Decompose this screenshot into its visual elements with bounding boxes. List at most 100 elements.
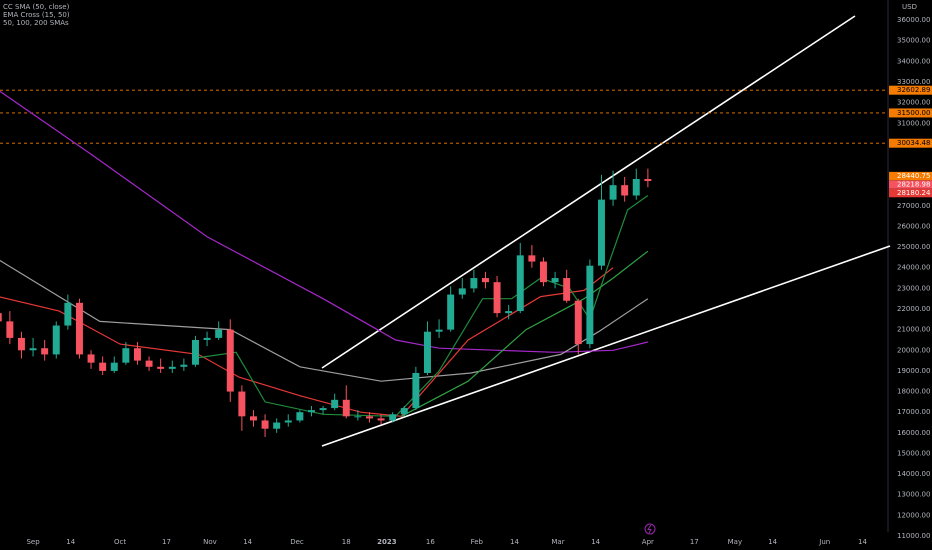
candle-body [470, 278, 478, 289]
y-tick-label: 16000.00 [897, 429, 930, 437]
candle-body [435, 329, 443, 332]
moving-average-line [401, 250, 649, 417]
candle-body [377, 418, 385, 421]
y-tick-label: 32000.00 [897, 99, 930, 107]
y-tick-label: 18000.00 [897, 388, 930, 396]
y-tick-label: 35000.00 [897, 37, 930, 45]
x-tick-label: Feb [471, 538, 484, 546]
candle-body [52, 325, 60, 355]
candle-body [157, 366, 165, 369]
candle-body [621, 185, 629, 196]
candle-body [75, 302, 83, 355]
y-tick-label: 26000.00 [897, 222, 930, 230]
candle-body [354, 416, 362, 418]
price-label-box [889, 171, 932, 181]
moving-average-line [0, 90, 649, 353]
x-tick-label: Nov [203, 538, 217, 546]
y-tick-label: 15000.00 [897, 449, 930, 457]
candle-body [365, 416, 373, 419]
y-tick-label: 25000.00 [897, 243, 930, 251]
x-tick-label: 18 [342, 538, 351, 546]
candle-body [481, 278, 489, 283]
y-tick-label: 33000.00 [897, 78, 930, 86]
level-label-box [889, 108, 932, 118]
candle-body [505, 311, 513, 314]
candle-body [249, 416, 257, 421]
price-label-box [889, 180, 932, 189]
candle-body [586, 265, 594, 345]
y-tick-label: 23000.00 [897, 284, 930, 292]
currency-label: USD [902, 3, 917, 11]
x-tick-label: 14 [591, 538, 600, 546]
x-tick-label: 14 [768, 538, 777, 546]
candle-body [423, 331, 431, 373]
candle-body [6, 321, 14, 338]
candle-body [87, 354, 95, 363]
candle-body [609, 185, 617, 200]
candle-body [551, 278, 559, 283]
candle-body [574, 300, 582, 345]
candle-body [17, 337, 25, 351]
moving-average-line [0, 259, 649, 382]
y-tick-label: 27000.00 [897, 202, 930, 210]
candle-body [563, 278, 571, 301]
x-tick-label: Sep [26, 538, 40, 546]
candle-body [528, 255, 536, 262]
x-tick-label: Dec [290, 538, 304, 546]
y-tick-label: 22000.00 [897, 305, 930, 313]
candle-body [191, 339, 199, 365]
x-tick-label: 17 [690, 538, 699, 546]
x-tick-label: May [728, 538, 742, 546]
price-label: 28218.98 [897, 181, 930, 189]
candle-body [307, 410, 315, 413]
y-tick-label: 11000.00 [897, 532, 930, 540]
level-label: 30034.48 [897, 139, 930, 147]
y-tick-label: 24000.00 [897, 264, 930, 272]
event-icon[interactable] [644, 523, 656, 535]
candle-body [400, 408, 408, 415]
x-tick-label: 14 [66, 538, 75, 546]
candle-body [122, 348, 130, 363]
price-label: 28440.75 [897, 172, 930, 180]
level-label-box [889, 138, 932, 148]
level-label-box [889, 85, 932, 95]
candle-body [180, 364, 188, 367]
x-tick-label: Jun [818, 538, 830, 546]
event-icon-glyph [647, 524, 652, 534]
x-tick-label: 17 [162, 538, 171, 546]
candle-body [64, 302, 72, 326]
price-label: 28180.24 [897, 189, 931, 197]
x-tick-label: 14 [858, 538, 867, 546]
candle-body [458, 288, 466, 295]
x-tick-label: 16 [426, 538, 435, 546]
y-tick-label: 17000.00 [897, 408, 930, 416]
candle-body [168, 366, 176, 369]
candle-body [215, 329, 223, 338]
y-tick-label: 20000.00 [897, 346, 930, 354]
x-tick-label: Apr [642, 538, 654, 546]
y-tick-label: 13000.00 [897, 491, 930, 499]
candle-body [273, 422, 281, 429]
y-tick-label: 31000.00 [897, 119, 930, 127]
candle-body [29, 348, 37, 351]
candle-body [145, 360, 153, 367]
candle-body [597, 199, 605, 266]
candle-body [319, 408, 327, 411]
candle-body [342, 399, 350, 417]
candle-body [296, 412, 304, 421]
y-tick-label: 21000.00 [897, 326, 930, 334]
legend-item: CC SMA (50, close) [3, 3, 70, 11]
candle-body [226, 329, 234, 392]
candle-body [284, 420, 292, 423]
upper-trendline [321, 15, 856, 369]
level-label: 32602.89 [897, 86, 930, 94]
legend-item: 50, 100, 200 SMAs [3, 19, 69, 27]
candle-body [539, 261, 547, 283]
candle-body [412, 372, 420, 409]
x-tick-label: 2023 [377, 538, 397, 546]
y-tick-label: 36000.00 [897, 16, 930, 24]
x-tick-label: Oct [114, 538, 126, 546]
candle-body [238, 391, 246, 417]
candle-body [203, 337, 211, 340]
